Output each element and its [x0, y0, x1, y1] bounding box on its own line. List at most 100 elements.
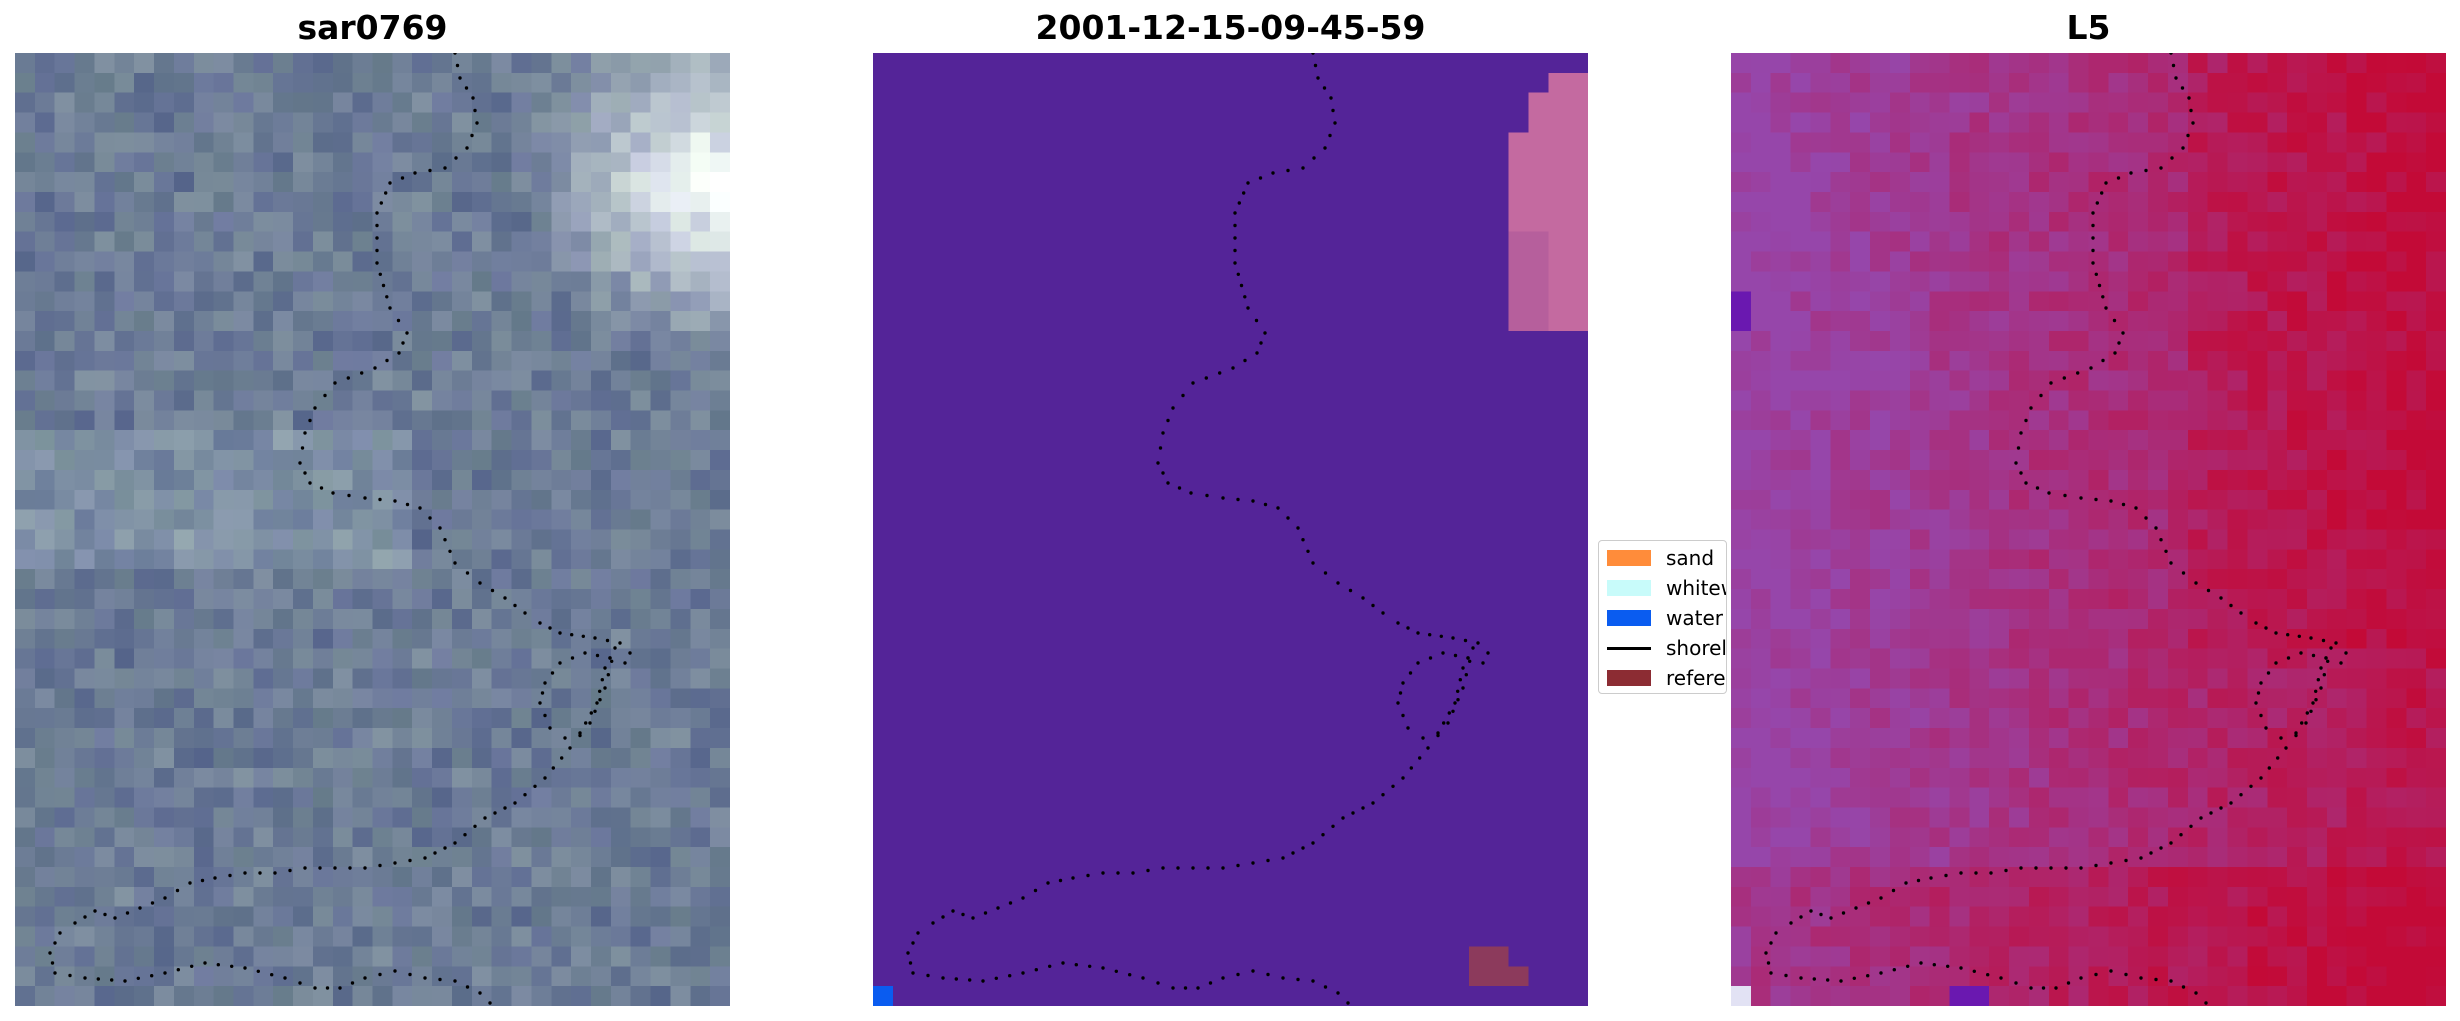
shoreline-dot — [438, 526, 442, 530]
shoreline-dot — [1396, 621, 1400, 625]
shoreline-dot — [2187, 96, 2191, 100]
shoreline-dot — [1428, 633, 1432, 637]
shoreline-dot — [1251, 969, 1255, 973]
shoreline-dot — [388, 306, 392, 310]
shoreline-dot — [2169, 53, 2173, 55]
shoreline-dot — [464, 86, 469, 90]
shoreline-dot — [2097, 283, 2102, 288]
shoreline-dot — [2091, 236, 2095, 240]
shoreline-dot — [1946, 964, 1950, 968]
shoreline-dot — [1381, 793, 1385, 797]
shoreline-dot — [538, 621, 542, 625]
shoreline-dot — [363, 496, 367, 500]
legend-item-sand: sand — [1607, 544, 1726, 572]
shoreline-dot — [2284, 746, 2288, 750]
shoreline-dot — [2344, 651, 2348, 655]
shoreline-dot — [1181, 393, 1185, 398]
shoreline-dot — [2154, 526, 2158, 530]
shoreline-dot — [2294, 731, 2298, 735]
shoreline-dot — [1891, 888, 1896, 893]
shoreline-dot — [2109, 969, 2113, 973]
shoreline-dot — [1421, 736, 1425, 740]
shoreline-dot — [216, 963, 220, 967]
shoreline-dot — [2104, 306, 2108, 310]
shoreline-dot — [1251, 499, 1255, 503]
shoreline-dot — [2144, 516, 2148, 520]
shoreline-dot — [150, 974, 154, 978]
shoreline-dot — [1191, 866, 1195, 870]
shoreline-dot — [465, 146, 469, 150]
shoreline-dot — [333, 866, 337, 870]
shoreline-dot — [438, 977, 442, 982]
shoreline-dot — [1237, 201, 1241, 205]
shoreline-dot — [1322, 86, 1327, 90]
shoreline-dot — [1033, 888, 1038, 893]
shoreline-dot — [538, 701, 542, 705]
shoreline-dot — [1458, 678, 1462, 682]
shoreline-dot — [1486, 651, 1490, 655]
shoreline-dot — [513, 801, 517, 805]
shoreline-dot — [2112, 318, 2117, 323]
shoreline-dot — [2091, 261, 2095, 265]
shoreline-dot — [1301, 166, 1305, 170]
shoreline-dot — [308, 481, 312, 485]
shoreline-dot — [2191, 121, 2195, 125]
shoreline-dot — [1196, 986, 1200, 990]
shoreline-dot — [1789, 921, 1793, 925]
shoreline-dot — [1239, 283, 1244, 288]
shoreline-dot — [453, 841, 457, 845]
shoreline-dot — [2095, 201, 2099, 205]
shoreline-dot — [200, 878, 205, 883]
shoreline-dot — [1312, 156, 1316, 160]
shoreline-dot — [1336, 581, 1340, 585]
shoreline-dot — [243, 871, 247, 875]
shoreline-dot — [1769, 941, 1773, 945]
shoreline-dot — [2104, 181, 2108, 185]
shoreline-dot — [1101, 871, 1105, 875]
classification-image — [873, 53, 1588, 1006]
shoreline-dot — [375, 211, 379, 215]
shoreline-dot — [1306, 549, 1310, 553]
shoreline-dot — [1171, 406, 1175, 410]
shoreline-dot — [1254, 318, 1259, 323]
shoreline-dot — [593, 636, 597, 640]
shoreline-dot — [1046, 881, 1050, 885]
shoreline-dot — [1959, 966, 1963, 970]
shoreline-dot — [606, 673, 610, 677]
shoreline-dot — [2109, 861, 2113, 865]
shoreline-dot — [93, 909, 97, 913]
shoreline-dot — [2149, 851, 2153, 855]
shoreline-dot — [1972, 969, 1976, 973]
shoreline-dot — [2100, 191, 2104, 195]
shoreline-dot — [2279, 736, 2283, 740]
shoreline-dot — [1321, 833, 1325, 837]
shoreline-dot — [1243, 358, 1247, 363]
shoreline-dot — [916, 931, 920, 935]
shoreline-dot — [478, 581, 482, 585]
shoreline-dot — [1904, 881, 1908, 885]
shoreline-dot — [318, 866, 322, 870]
shoreline-dot — [363, 976, 367, 980]
shoreline-dot — [163, 971, 167, 975]
shoreline-dot — [613, 646, 617, 650]
shoreline-dot — [2014, 981, 2018, 985]
shoreline-dot — [1166, 418, 1170, 423]
shoreline-dot — [1471, 646, 1475, 650]
shoreline-dot — [1176, 866, 1180, 870]
shoreline-dot — [428, 168, 432, 173]
shoreline-dot — [303, 866, 307, 870]
shoreline-dot — [1974, 871, 1978, 875]
shoreline-dot — [2186, 133, 2190, 138]
shoreline-dot — [2274, 631, 2278, 635]
shoreline-dot — [584, 721, 588, 725]
shoreline-dot — [2076, 371, 2080, 375]
shoreline-dot — [1986, 973, 1990, 977]
shoreline-dot — [2276, 756, 2280, 760]
shoreline-dot — [2019, 866, 2023, 870]
shoreline-dot — [2019, 431, 2023, 435]
shoreline-dot — [2094, 497, 2098, 502]
shoreline-dot — [483, 816, 487, 820]
shoreline-dot — [1301, 846, 1305, 850]
shoreline-dot — [313, 986, 317, 990]
shoreline-dot — [1218, 371, 1222, 375]
